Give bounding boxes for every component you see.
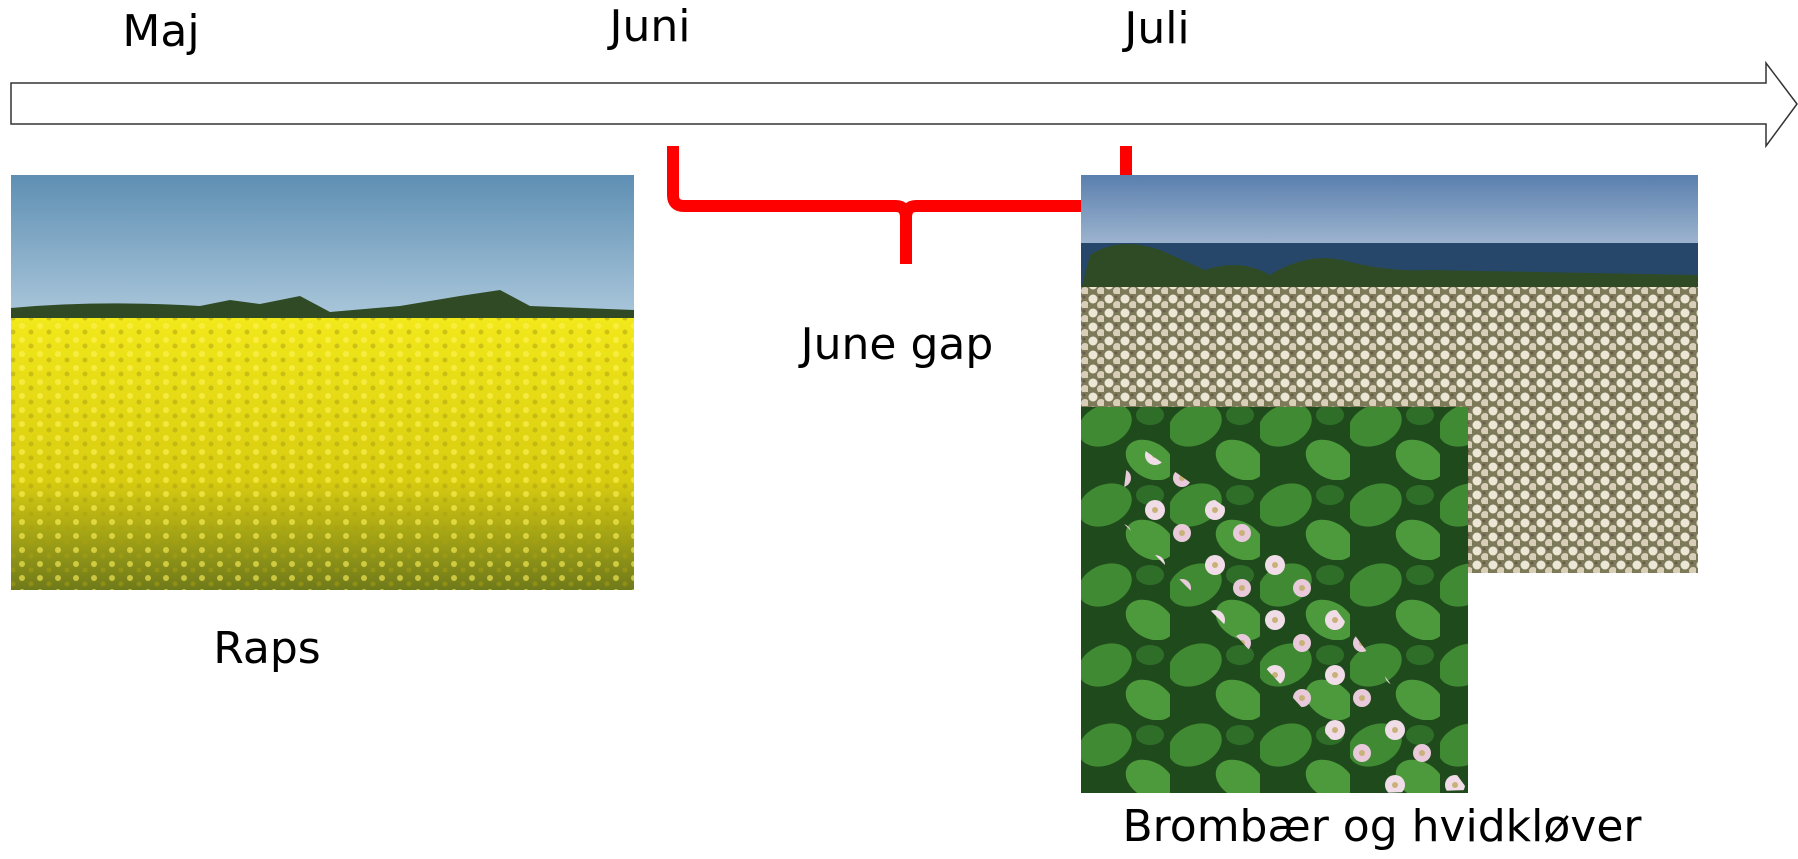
photo-caption: Raps [213,623,320,674]
month-label: Juni [607,1,691,52]
month-label: Juli [1121,3,1189,54]
gap-brace [667,146,1132,264]
photo-caption: Brombær og hvidkløver [1122,801,1642,852]
gap-label: June gap [798,319,994,370]
timeline-arrow [10,60,1798,149]
rapeseed-photo [11,175,634,590]
month-label: Maj [122,6,199,57]
blackberry-photo [1081,407,1468,793]
